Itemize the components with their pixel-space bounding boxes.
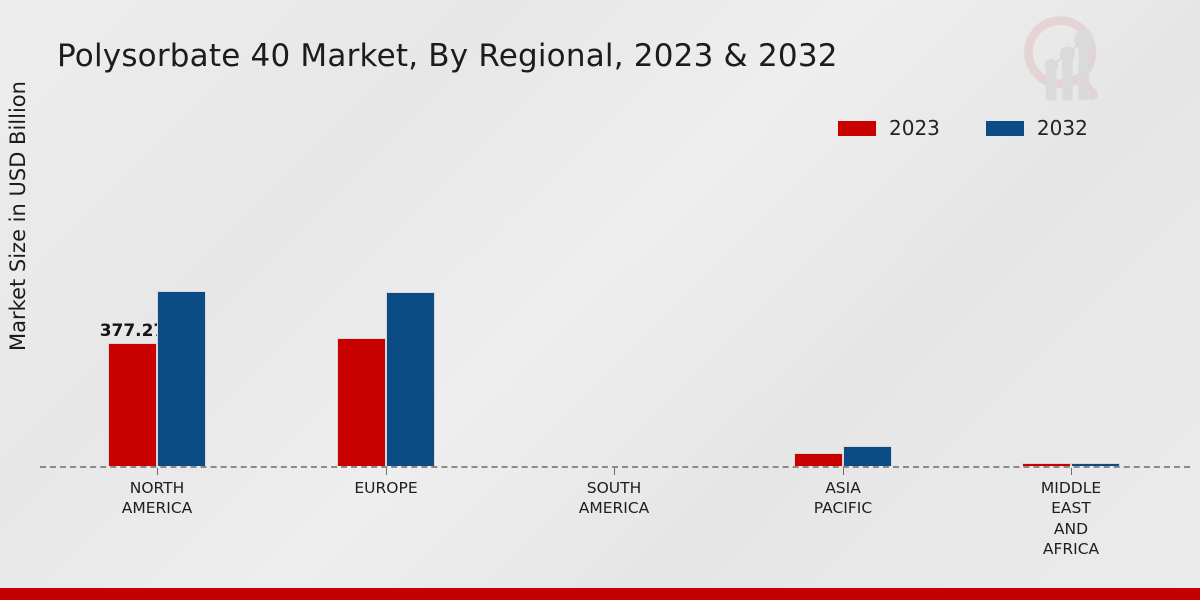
bar-2032-asia-pacific[interactable] <box>843 445 892 466</box>
category-label-line: EAST <box>1051 499 1091 518</box>
category-label-line: AFRICA <box>1042 540 1100 559</box>
x-axis-tick <box>386 468 387 475</box>
category-label-line: SOUTH <box>586 479 642 497</box>
category-label-line: ASIA <box>825 479 861 497</box>
x-axis-baseline <box>40 466 1190 468</box>
x-axis-category-label: ASIA PACIFIC <box>743 478 943 519</box>
bar-group <box>514 206 714 466</box>
x-axis-category-label: SOUTH AMERICA <box>514 478 714 519</box>
category-label-line: MIDDLE <box>1040 479 1102 497</box>
chart-title: Polysorbate 40 Market, By Regional, 2023… <box>57 38 838 74</box>
footer-accent-bar <box>0 588 1200 600</box>
legend-item-2023[interactable]: 2023 <box>838 118 940 138</box>
bar-2032-middle-east-and-africa[interactable] <box>1071 462 1120 466</box>
legend-item-2032[interactable]: 2032 <box>985 116 1088 140</box>
x-axis-tick <box>1071 468 1072 475</box>
x-axis-category-label: NORTH AMERICA <box>57 478 257 519</box>
category-label-line: PACIFIC <box>813 499 873 518</box>
bar-group <box>286 206 486 466</box>
chart-legend: 2023 2032 <box>838 118 1088 138</box>
bar-2023-europe[interactable] <box>337 338 386 466</box>
bar-2032-europe[interactable] <box>386 292 435 466</box>
bar-2032-north-america[interactable] <box>157 291 206 466</box>
legend-label-2023: 2023 <box>889 116 940 140</box>
legend-swatch-2023 <box>838 120 876 136</box>
x-axis-tick <box>157 468 158 475</box>
bar-group <box>971 206 1171 466</box>
category-label-line: AMERICA <box>578 499 650 518</box>
x-axis-tick <box>614 468 615 475</box>
bar-2023-asia-pacific[interactable] <box>794 453 843 466</box>
bar-2023-north-america[interactable]: 377.27 <box>100 321 165 466</box>
x-axis-category-label: EUROPE <box>286 478 486 498</box>
legend-swatch-2032 <box>985 120 1024 136</box>
bar-group: 377.27 <box>57 206 257 466</box>
legend-label-2032: 2032 <box>1036 116 1088 140</box>
bar-group <box>743 206 943 466</box>
category-label-line: AMERICA <box>121 499 193 518</box>
x-axis-category-label: MIDDLE EAST AND AFRICA <box>971 478 1171 560</box>
bar-2023-middle-east-and-africa[interactable] <box>1022 463 1071 466</box>
bar-value-label: 377.27 <box>99 321 166 341</box>
category-label-line: AND <box>1053 519 1089 538</box>
category-label-line: EUROPE <box>354 479 418 497</box>
category-label-line: NORTH <box>129 479 185 497</box>
x-axis-tick <box>843 468 844 475</box>
